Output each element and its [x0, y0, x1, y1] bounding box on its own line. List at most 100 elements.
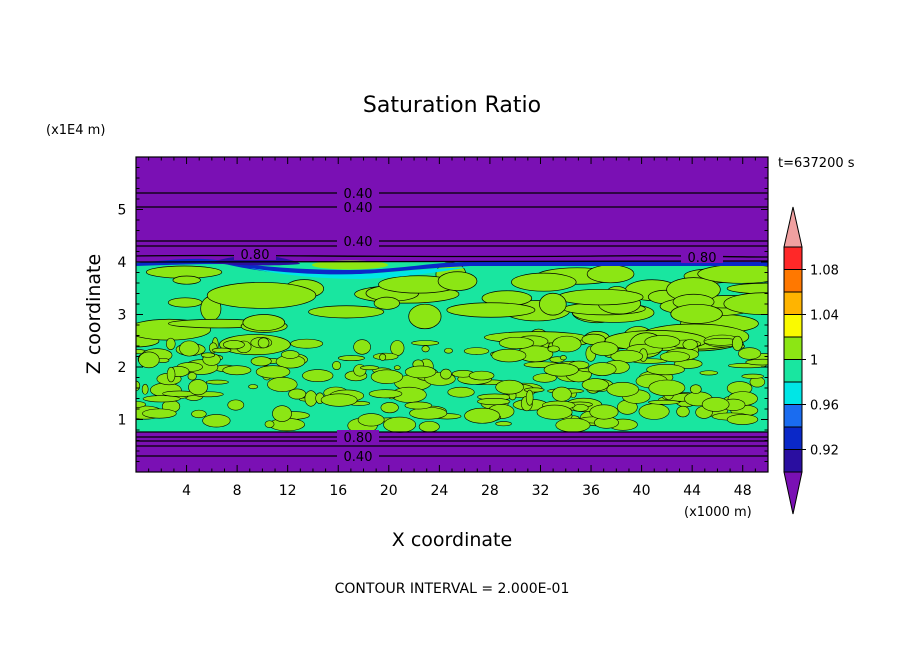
moist-patch	[555, 417, 591, 433]
contour-interval-footer: CONTOUR INTERVAL = 2.000E-01	[335, 581, 570, 597]
colorbar-tick-label: 1.04	[810, 309, 839, 324]
colorbar: 1.08 1.04 1 0.96 0.92	[783, 206, 839, 515]
moist-patch	[188, 379, 208, 396]
plot-area	[136, 157, 768, 472]
x-axis-title: X coordinate	[392, 529, 512, 551]
moist-patch	[699, 370, 719, 376]
moist-patch	[304, 390, 318, 407]
moist-patch	[179, 340, 200, 357]
moist-patch	[373, 296, 400, 310]
moist-patch	[380, 402, 399, 414]
moist-patch	[676, 405, 690, 418]
moist-patch	[588, 362, 617, 376]
moist-patch	[357, 413, 385, 427]
moist-patch	[495, 379, 524, 395]
moist-patch	[557, 288, 644, 306]
moist-patch	[390, 340, 405, 356]
contour-label: 0.40	[344, 450, 373, 465]
moist-patch	[659, 351, 690, 363]
x-tick-label: 20	[380, 483, 398, 499]
moist-patch	[302, 369, 334, 383]
moist-patch	[741, 373, 764, 379]
moist-patch	[477, 398, 511, 406]
moist-patch	[165, 337, 176, 350]
x-tick-label: 16	[329, 483, 347, 499]
moist-patch	[581, 378, 609, 392]
moist-patch	[320, 393, 358, 407]
colorbar-swatch	[783, 246, 803, 270]
moist-patch	[191, 409, 207, 419]
moist-patch	[551, 386, 572, 402]
moist-patch	[142, 408, 177, 419]
moist-patch	[142, 395, 181, 403]
moist-patch	[264, 420, 275, 428]
moist-patch	[525, 389, 534, 406]
moist-patch	[463, 347, 490, 355]
moist-patch	[187, 372, 197, 381]
moist-patch	[511, 272, 577, 292]
moist-patch	[697, 264, 768, 284]
x-tick-label: 32	[532, 483, 550, 499]
x-tick-label: 12	[279, 483, 297, 499]
x-tick-label: 44	[683, 483, 701, 499]
moist-patch	[644, 335, 681, 349]
moist-patch	[689, 384, 702, 395]
cloud-top-inversion-band	[136, 258, 768, 276]
x-unit-label: (x1000 m)	[684, 505, 752, 520]
moist-patch	[167, 297, 203, 308]
colorbar-tick-label: 1.08	[810, 264, 839, 279]
moist-patch	[222, 365, 252, 376]
moist-patch	[172, 275, 201, 285]
contour-label: 0.80	[344, 431, 373, 446]
moist-patch	[308, 305, 385, 319]
moist-patch	[523, 387, 545, 393]
time-label: t=637200 s	[778, 156, 855, 171]
contour-label: 0.80	[241, 248, 270, 263]
moist-patch	[532, 373, 557, 383]
colorbar-swatch	[783, 426, 803, 450]
moist-patch	[491, 348, 527, 363]
contour-label: 0.40	[344, 235, 373, 250]
moist-patch	[547, 345, 560, 353]
moist-patch	[227, 399, 245, 411]
colorbar-under-triangle	[783, 471, 803, 515]
moist-patch	[682, 339, 698, 350]
moist-patch	[272, 405, 292, 422]
colorbar-swatch	[783, 291, 803, 315]
moist-patch	[337, 355, 365, 362]
moist-patch	[206, 282, 317, 309]
colorbar-swatch	[783, 314, 803, 338]
moist-patch	[552, 335, 582, 353]
x-tick-label: 8	[233, 483, 242, 499]
moist-patch	[543, 363, 579, 377]
moist-patch	[648, 379, 686, 397]
moist-patches	[136, 261, 768, 434]
y-axis: 1 2 3 4 5	[118, 167, 768, 462]
x-tick-label: 36	[582, 483, 600, 499]
moist-patch	[370, 369, 404, 384]
moist-patch	[446, 302, 536, 318]
moist-patch	[606, 382, 639, 397]
moist-patch	[404, 401, 433, 410]
moist-patch	[539, 292, 567, 316]
moist-patch	[646, 364, 685, 376]
contour-label: 0.80	[688, 251, 717, 266]
contour-label: 0.40	[344, 187, 373, 202]
moist-patch	[138, 351, 160, 369]
moist-patch	[202, 414, 231, 428]
moist-patch	[440, 368, 452, 380]
moist-patch	[726, 414, 759, 425]
moist-patch	[141, 383, 149, 395]
moist-patch	[360, 365, 380, 371]
moist-patch	[589, 404, 619, 420]
moist-patch	[590, 341, 619, 356]
colorbar-over-triangle	[783, 206, 803, 248]
moist-patch	[255, 365, 291, 379]
y-axis-title: Z coordinate	[83, 254, 105, 374]
y-unit-label: (x1E4 m)	[46, 123, 105, 138]
moist-patch	[421, 345, 430, 353]
x-tick-label: 28	[481, 483, 499, 499]
moist-patch	[404, 365, 437, 379]
moist-patch	[383, 416, 417, 433]
